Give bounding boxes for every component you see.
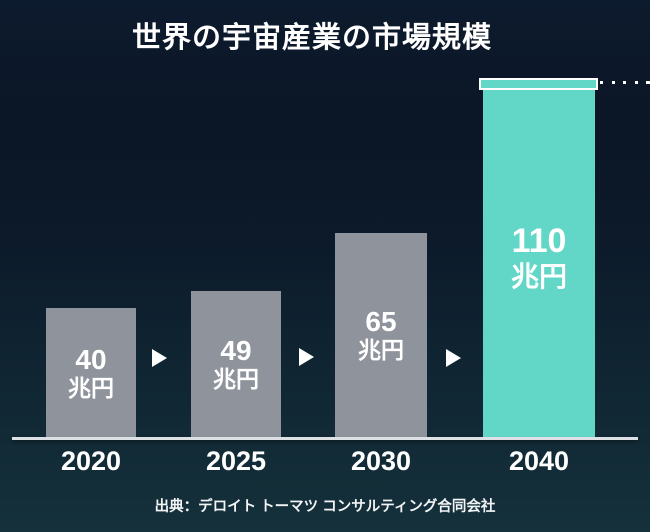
arrow-right-icon [299, 348, 314, 366]
bar-2040-value: 110 [511, 222, 567, 261]
x-tick-2040: 2040 [508, 446, 570, 476]
bar-2020-value: 40 [75, 343, 107, 375]
bar-2025-value: 49 [220, 335, 252, 367]
bar-2020-unit: 兆円 [68, 374, 114, 401]
arrow-right-icon [446, 349, 461, 367]
arrow-right-icon [152, 349, 167, 367]
dot [600, 81, 604, 85]
bar-2020: 40 兆円 [46, 308, 136, 438]
x-tick-2030: 2030 [350, 446, 412, 476]
x-axis-line [12, 437, 638, 440]
chart-title: 世界の宇宙産業の市場規模 [131, 22, 492, 54]
continuation-dots-icon [600, 81, 650, 85]
dot [646, 81, 650, 85]
bar-2040-break-cap [479, 78, 598, 90]
bar-2030: 65 兆円 [335, 233, 427, 438]
bar-2030-value: 65 [365, 306, 397, 338]
bar-2040: 110 兆円 [483, 90, 595, 438]
x-tick-2025: 2025 [205, 446, 267, 476]
source-caption: 出典：デロイト トーマツ コンサルティング合同会社 [154, 499, 496, 515]
bar-2025: 49 兆円 [191, 291, 281, 438]
dot [634, 81, 638, 85]
bar-2025-unit: 兆円 [213, 366, 259, 393]
dot [623, 81, 627, 85]
dot [611, 81, 615, 85]
bar-2040-unit: 兆円 [510, 261, 567, 293]
x-tick-2020: 2020 [60, 446, 122, 476]
bar-2030-unit: 兆円 [358, 337, 404, 364]
